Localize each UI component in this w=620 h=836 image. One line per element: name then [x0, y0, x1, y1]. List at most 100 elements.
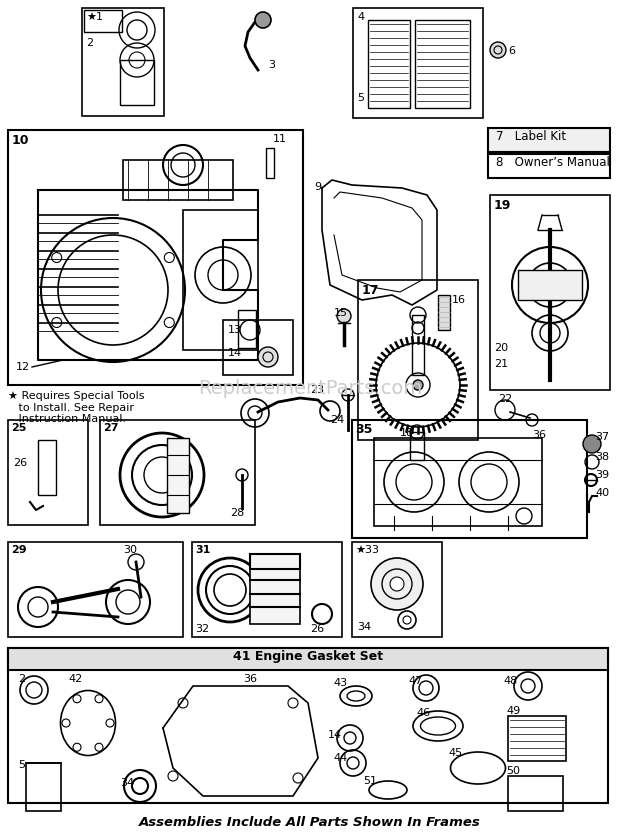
Text: 20: 20 — [494, 343, 508, 353]
Bar — [120, 60, 154, 105]
Text: 8   Owner’s Manual: 8 Owner’s Manual — [496, 156, 610, 169]
Circle shape — [371, 558, 423, 610]
Bar — [38, 440, 56, 495]
Polygon shape — [163, 686, 318, 796]
Bar — [123, 160, 233, 200]
Text: 34: 34 — [357, 622, 371, 632]
Circle shape — [583, 435, 601, 453]
Bar — [26, 763, 61, 811]
Bar — [84, 10, 122, 32]
Text: 3: 3 — [268, 60, 275, 70]
Text: 5: 5 — [18, 760, 25, 770]
Text: 6: 6 — [508, 46, 515, 56]
Bar — [490, 195, 610, 390]
Bar — [358, 280, 478, 440]
Bar — [266, 148, 274, 178]
Text: 38: 38 — [595, 452, 609, 462]
Text: 31: 31 — [195, 545, 210, 555]
Text: 24: 24 — [330, 415, 344, 425]
Bar — [8, 542, 183, 637]
Text: 39: 39 — [595, 470, 609, 480]
Text: 14: 14 — [228, 348, 242, 358]
Text: 43: 43 — [333, 678, 347, 688]
Text: 14: 14 — [328, 730, 342, 740]
Bar — [412, 315, 424, 375]
Text: 34: 34 — [120, 778, 134, 788]
Text: 37: 37 — [595, 432, 609, 442]
Text: 50: 50 — [506, 766, 520, 776]
Bar — [100, 420, 255, 525]
Text: 46: 46 — [416, 708, 430, 718]
Text: 17: 17 — [362, 284, 379, 297]
Bar — [8, 648, 608, 803]
Bar — [488, 154, 610, 178]
Bar — [223, 320, 293, 375]
Bar — [183, 210, 258, 350]
Text: 22: 22 — [498, 394, 512, 404]
Bar — [250, 554, 300, 569]
Text: 47: 47 — [408, 676, 422, 686]
Text: 27: 27 — [103, 423, 118, 433]
Text: Assemblies Include All Parts Shown In Frames: Assemblies Include All Parts Shown In Fr… — [139, 816, 481, 829]
Text: 15: 15 — [334, 308, 348, 318]
Bar — [238, 310, 256, 348]
Text: 26: 26 — [310, 624, 324, 634]
Bar — [488, 128, 610, 152]
Text: 29: 29 — [11, 545, 27, 555]
Text: 45: 45 — [448, 748, 462, 758]
Polygon shape — [322, 180, 437, 305]
Circle shape — [258, 347, 278, 367]
Text: 21: 21 — [494, 359, 508, 369]
Bar — [250, 554, 300, 624]
Text: 35: 35 — [355, 423, 373, 436]
Bar — [508, 716, 566, 761]
Text: ★ Requires Special Tools
   to Install. See Repair
   Instruction Manual.: ★ Requires Special Tools to Install. See… — [8, 391, 144, 424]
Bar — [508, 776, 563, 811]
Text: 18: 18 — [400, 428, 414, 438]
Circle shape — [255, 12, 271, 28]
Bar — [415, 20, 470, 108]
Text: 40: 40 — [595, 488, 609, 498]
Bar — [167, 438, 189, 513]
Bar — [374, 438, 542, 526]
Text: 48: 48 — [503, 676, 517, 686]
Bar — [353, 8, 483, 118]
Text: 42: 42 — [68, 674, 82, 684]
Text: 2: 2 — [18, 674, 25, 684]
Text: 12: 12 — [16, 362, 30, 372]
Circle shape — [390, 577, 404, 591]
Text: 2: 2 — [86, 38, 93, 48]
Bar — [8, 130, 303, 385]
Text: 19: 19 — [494, 199, 512, 212]
Circle shape — [490, 42, 506, 58]
Bar — [352, 542, 442, 637]
Text: 41 Engine Gasket Set: 41 Engine Gasket Set — [233, 650, 383, 663]
Text: 25: 25 — [11, 423, 27, 433]
Text: 36: 36 — [243, 674, 257, 684]
Text: 44: 44 — [333, 753, 347, 763]
Text: 13: 13 — [228, 325, 242, 335]
Bar — [192, 542, 342, 637]
Text: 26: 26 — [13, 458, 27, 468]
Text: 7   Label Kit: 7 Label Kit — [496, 130, 566, 143]
Bar — [410, 432, 424, 460]
Text: ReplacementParts.com: ReplacementParts.com — [198, 379, 422, 397]
Text: 23: 23 — [310, 385, 324, 395]
Text: 51: 51 — [363, 776, 377, 786]
Bar — [82, 8, 164, 116]
Text: 10: 10 — [12, 134, 30, 147]
Text: 11: 11 — [273, 134, 287, 144]
Text: 30: 30 — [123, 545, 137, 555]
Text: ★33: ★33 — [355, 545, 379, 555]
Text: 16: 16 — [452, 295, 466, 305]
Text: ★1: ★1 — [86, 12, 103, 22]
Text: 36: 36 — [532, 430, 546, 440]
Bar — [518, 270, 582, 300]
Bar — [368, 20, 410, 108]
Bar — [8, 420, 88, 525]
Bar — [8, 648, 608, 670]
Text: 32: 32 — [195, 624, 209, 634]
Circle shape — [337, 309, 351, 323]
Circle shape — [413, 380, 423, 390]
Bar — [438, 295, 450, 330]
